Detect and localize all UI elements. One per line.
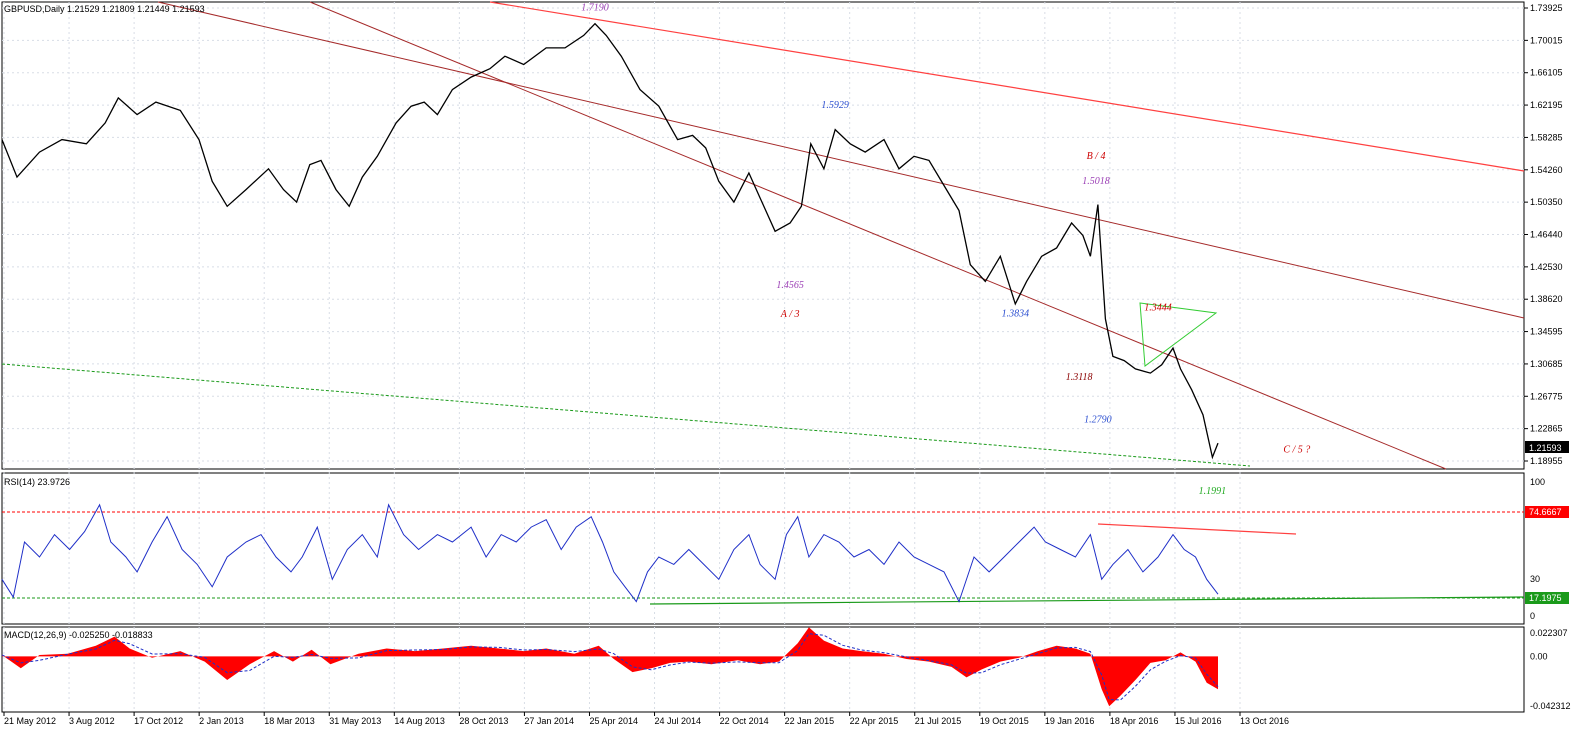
annotation-label: 1.4565 bbox=[776, 280, 804, 291]
channel-upper-line[interactable] bbox=[157, 1, 1525, 319]
macd-tick-label: 0.00 bbox=[1530, 651, 1548, 661]
annotation-label: 1.5018 bbox=[1082, 176, 1110, 187]
annotation-label: 1.1991 bbox=[1199, 486, 1227, 497]
price-tick-label: 1.58285 bbox=[1530, 132, 1563, 142]
time-tick-label: 14 Aug 2013 bbox=[394, 716, 445, 726]
price-tick-label: 1.66105 bbox=[1530, 68, 1563, 78]
annotation-label: 1.3834 bbox=[1002, 308, 1030, 319]
price-line bbox=[1, 22, 1219, 460]
triangle-pattern[interactable] bbox=[1139, 302, 1218, 367]
time-tick-label: 3 Aug 2012 bbox=[69, 716, 115, 726]
long-support-dashed-line[interactable] bbox=[1, 363, 1251, 467]
time-tick-label: 25 Apr 2014 bbox=[589, 716, 638, 726]
price-tick-label: 1.70015 bbox=[1530, 35, 1563, 45]
rsi-level-label: 74.6667 bbox=[1529, 507, 1562, 517]
time-tick-label: 18 Mar 2013 bbox=[264, 716, 315, 726]
rsi-panel-frame bbox=[1, 472, 1525, 625]
price-tick-label: 1.54260 bbox=[1530, 165, 1563, 175]
price-tick-label: 1.73925 bbox=[1530, 3, 1563, 13]
annotation-label: 1.3444 bbox=[1144, 303, 1172, 314]
price-tick-label: 1.42530 bbox=[1530, 262, 1563, 272]
price-panel-frame bbox=[1, 1, 1525, 470]
macd-tick-label: -0.042312 bbox=[1530, 701, 1571, 711]
annotation-label: C / 5 ? bbox=[1283, 444, 1310, 455]
time-tick-label: 21 Jul 2015 bbox=[915, 716, 962, 726]
price-tick-label: 1.26775 bbox=[1530, 391, 1563, 401]
rsi-tick-label: 30 bbox=[1530, 574, 1540, 584]
time-tick-label: 28 Oct 2013 bbox=[459, 716, 508, 726]
time-tick-label: 2 Jan 2013 bbox=[199, 716, 244, 726]
time-tick-label: 13 Oct 2016 bbox=[1240, 716, 1289, 726]
current-price-label: 1.21593 bbox=[1529, 443, 1562, 453]
rsi-level-tag bbox=[1525, 506, 1569, 518]
annotation-label: B / 4 bbox=[1087, 151, 1106, 162]
macd-label: MACD(12,26,9) -0.025250 -0.018833 bbox=[4, 630, 153, 640]
time-tick-label: 19 Oct 2015 bbox=[980, 716, 1029, 726]
time-tick-label: 17 Oct 2012 bbox=[134, 716, 183, 726]
macd-panel-frame bbox=[1, 626, 1525, 713]
time-tick-label: 21 May 2012 bbox=[4, 716, 56, 726]
price-tick-label: 1.38620 bbox=[1530, 294, 1563, 304]
time-tick-label: 27 Jan 2014 bbox=[524, 716, 574, 726]
time-tick-label: 15 Jul 2016 bbox=[1175, 716, 1222, 726]
rsi-level-label: 17.1975 bbox=[1529, 593, 1562, 603]
annotation-label: A / 3 bbox=[780, 309, 800, 320]
time-tick-label: 22 Apr 2015 bbox=[850, 716, 899, 726]
price-tick-label: 1.30685 bbox=[1530, 359, 1563, 369]
current-price-tag bbox=[1525, 441, 1569, 453]
rsi-line bbox=[1, 503, 1219, 603]
rsi-divergence-line[interactable] bbox=[1097, 523, 1297, 535]
axes: 1.73925 1.70015 1.66105 1.62195 1.58285 1.542… bbox=[3, 3, 1571, 726]
rsi-support-line[interactable] bbox=[649, 596, 1525, 605]
macd-signal-line bbox=[1, 633, 1219, 701]
price-tick-label: 1.46440 bbox=[1530, 230, 1563, 240]
price-tick-label: 1.22865 bbox=[1530, 424, 1563, 434]
time-tick-label: 18 Apr 2016 bbox=[1110, 716, 1159, 726]
time-tick-label: 22 Jan 2015 bbox=[785, 716, 835, 726]
time-tick-label: 19 Jan 2016 bbox=[1045, 716, 1095, 726]
time-tick-label: 24 Jul 2014 bbox=[655, 716, 702, 726]
rsi-tick-label: 100 bbox=[1530, 477, 1545, 487]
time-tick-label: 31 May 2013 bbox=[329, 716, 381, 726]
macd-series bbox=[1, 627, 1219, 707]
annotation-label: 1.2790 bbox=[1084, 414, 1112, 425]
rsi-series bbox=[1, 503, 1219, 603]
price-series bbox=[1, 22, 1219, 460]
macd-histogram bbox=[2, 627, 1218, 707]
annotation-label: 1.5929 bbox=[821, 100, 849, 111]
rsi-level-tag bbox=[1525, 592, 1569, 604]
chart-title: GBPUSD,Daily 1.21529 1.21809 1.21449 1.2… bbox=[4, 4, 205, 14]
price-tick-label: 1.34595 bbox=[1530, 327, 1563, 337]
macd-tick-label: 0.022307 bbox=[1530, 628, 1568, 638]
price-tick-label: 1.50350 bbox=[1530, 197, 1563, 207]
red-trendline[interactable] bbox=[489, 1, 1525, 172]
rsi-label: RSI(14) 23.9726 bbox=[4, 477, 70, 487]
rsi-tick-label: 0 bbox=[1530, 611, 1535, 621]
price-tick-label: 1.62195 bbox=[1530, 100, 1563, 110]
annotation-label: 1.7190 bbox=[581, 2, 609, 13]
price-tick-label: 1.18955 bbox=[1530, 456, 1563, 466]
time-tick-label: 22 Oct 2014 bbox=[720, 716, 769, 726]
annotation-label: 1.3118 bbox=[1066, 372, 1093, 383]
grid bbox=[2, 2, 1524, 712]
annotations: 1.7190 1.5929 B / 4 1.5018 1.4565 A / 3 1.3834… bbox=[581, 2, 1310, 497]
channel-lower-line[interactable] bbox=[309, 1, 1447, 470]
